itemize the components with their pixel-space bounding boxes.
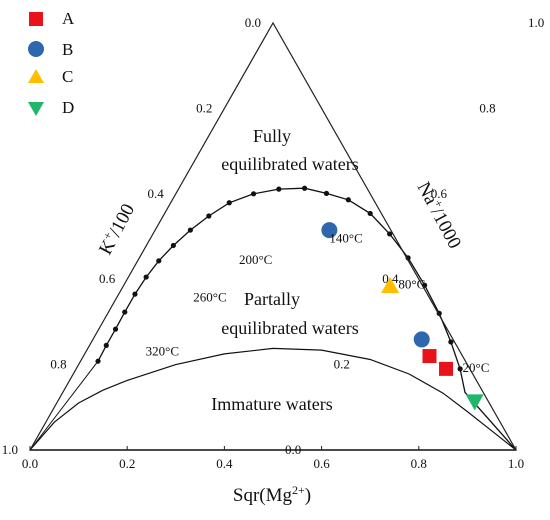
legend-label-d: D	[62, 98, 74, 117]
legend-marker-b	[28, 41, 44, 57]
isotherm-marker	[143, 274, 149, 280]
isotherm-marker	[367, 210, 373, 217]
region-partial-line2: equilibrated waters	[221, 318, 358, 338]
point-b	[321, 222, 338, 239]
bottom-tick-label: 0.2	[119, 456, 135, 471]
isotherm-marker	[250, 191, 257, 197]
right-tick-label: 0.6	[431, 186, 448, 201]
legend-marker-c	[28, 69, 44, 83]
full-equilibrium-tie-line	[29, 360, 99, 451]
bottom-axis-title: Sqr(Mg2+)	[233, 483, 311, 506]
point-b	[413, 331, 430, 348]
legend-label-a: A	[62, 9, 75, 28]
legend: A B C D	[28, 9, 75, 117]
isotherm-marker	[122, 309, 128, 315]
legend-marker-a	[29, 12, 43, 26]
temperature-label: 200°C	[239, 252, 272, 267]
isotherm-marker	[170, 242, 176, 249]
region-partial-line1: Partally	[244, 289, 300, 309]
bottom-tick-label: 0.0	[22, 456, 38, 471]
isotherm-marker	[301, 185, 308, 191]
left-tick-label: 0.8	[50, 357, 66, 372]
curves-layer	[29, 185, 517, 451]
left-axis-title: K+/100	[93, 200, 139, 259]
point-a	[439, 361, 454, 376]
isotherm-marker	[95, 358, 101, 364]
left-tick-label: 0.2	[196, 100, 212, 115]
region-fully-line2: equilibrated waters	[221, 154, 358, 174]
isotherm-marker	[156, 258, 162, 264]
left-tick-label: 0.4	[148, 186, 165, 201]
isotherm-marker	[457, 366, 463, 372]
triangle-frame	[28, 21, 518, 451]
temperature-label: 320°C	[146, 344, 179, 359]
isotherm-marker	[103, 342, 109, 348]
annotation-layer: 320°C 260°C 200°C 140°C 80°C 20°C	[146, 230, 490, 374]
bottom-tick-label: 0.8	[411, 456, 427, 471]
isotherm-marker	[206, 213, 212, 219]
isotherm-marker	[448, 339, 454, 345]
isotherm-marker	[387, 231, 393, 237]
point-d	[465, 394, 484, 411]
point-a	[422, 349, 437, 364]
temperature-label: 80°C	[398, 277, 425, 292]
legend-label-c: C	[62, 67, 73, 86]
right-tick-label: 0.8	[479, 100, 495, 115]
right-tick-label: 1.0	[528, 15, 544, 30]
point-c	[381, 277, 400, 294]
immature-boundary-curve	[29, 347, 517, 451]
data-points	[321, 222, 484, 411]
isotherm-marker	[226, 200, 232, 206]
isotherm-marker	[323, 190, 330, 196]
temperature-label: 20°C	[463, 360, 490, 375]
right-tick-label: 0.0	[285, 442, 301, 457]
bottom-tick-label: 0.6	[313, 456, 330, 471]
temperature-label: 140°C	[329, 230, 362, 245]
right-tick-label: 0.2	[334, 357, 350, 372]
region-immature: Immature waters	[211, 394, 332, 414]
left-tick-label: 0.0	[245, 15, 261, 30]
isotherm-marker	[187, 227, 193, 233]
isotherm-marker	[112, 326, 119, 332]
isotherm-marker	[276, 186, 282, 192]
temperature-label: 260°C	[193, 289, 226, 304]
left-tick-label: 1.0	[2, 442, 18, 457]
isotherm-marker	[132, 291, 138, 297]
legend-marker-d	[28, 102, 44, 116]
bottom-tick-label: 0.4	[216, 456, 233, 471]
region-fully-line1: Fully	[253, 126, 291, 146]
left-tick-label: 0.6	[99, 271, 116, 286]
isotherm-marker	[345, 197, 351, 203]
legend-label-b: B	[62, 40, 73, 59]
bottom-tick-label: 1.0	[508, 456, 524, 471]
